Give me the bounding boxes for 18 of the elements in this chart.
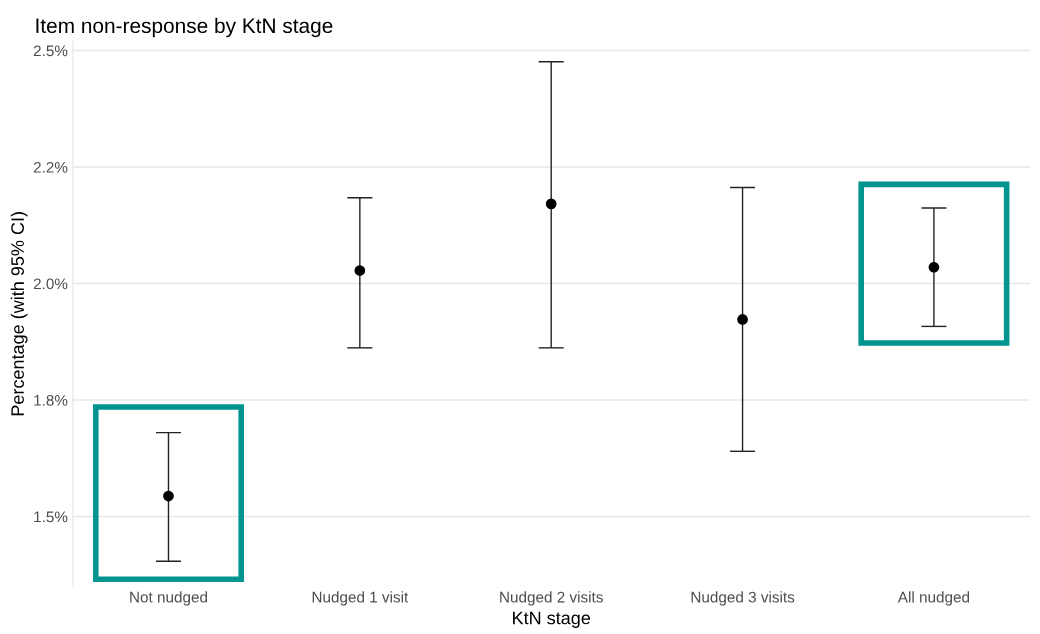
point: [737, 314, 748, 325]
y-tick-label: 2.5%: [33, 45, 68, 57]
point: [163, 490, 174, 502]
y-tick-label: 2.2%: [33, 161, 68, 173]
point: [354, 265, 366, 276]
x-tick-label: Nudged 2 visits: [500, 591, 603, 606]
x-tick-label: Nudged 1 visit: [312, 591, 409, 606]
x-tick-label: All nudged: [897, 591, 970, 606]
y-tick-label: 2.0%: [33, 278, 68, 290]
x-tick-label: Not nudged: [130, 591, 207, 606]
y-axis-title: Percentage (with 95% CI): [10, 212, 28, 416]
point: [928, 261, 940, 273]
y-tick-label: 1.8%: [34, 394, 68, 406]
x-tick-label: Nudged 3 visits: [691, 591, 795, 606]
y-tick-label: 1.5%: [34, 511, 68, 523]
chart-title: Item non-response by KtN stage: [36, 17, 333, 38]
point: [545, 198, 557, 210]
x-axis-title: KtN stage: [513, 611, 591, 628]
